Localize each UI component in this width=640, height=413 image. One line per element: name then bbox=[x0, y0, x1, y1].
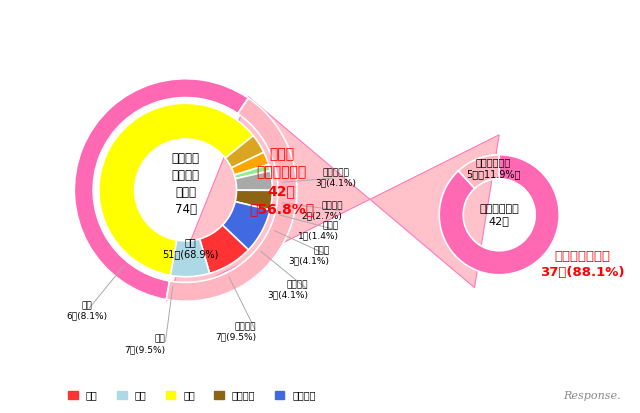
Wedge shape bbox=[170, 239, 209, 277]
Wedge shape bbox=[225, 135, 264, 168]
Legend: 火災, 流出, 破損, コンタミ, 気密異常: 火災, 流出, 破損, コンタミ, 気密異常 bbox=[65, 386, 319, 404]
Text: コンタミ
3件(4.1%): コンタミ 3件(4.1%) bbox=[268, 280, 308, 300]
Wedge shape bbox=[236, 171, 273, 190]
Wedge shape bbox=[74, 79, 248, 299]
Text: 火災
7件(9.5%): 火災 7件(9.5%) bbox=[124, 335, 165, 354]
Text: 気密異常
7件(9.5%): 気密異常 7件(9.5%) bbox=[215, 322, 256, 342]
Text: 流出
6件(8.1%): 流出 6件(8.1%) bbox=[67, 301, 108, 320]
Text: 運転操作ミス
42件: 運転操作ミス 42件 bbox=[479, 204, 519, 225]
Text: セルフサービス
37件(88.1%): セルフサービス 37件(88.1%) bbox=[540, 250, 625, 279]
Text: 給油中発進
3件(4.1%): 給油中発進 3件(4.1%) bbox=[316, 168, 356, 188]
Wedge shape bbox=[200, 225, 248, 273]
Wedge shape bbox=[235, 190, 273, 210]
Wedge shape bbox=[234, 164, 270, 179]
Text: その他
3件(4.1%): その他 3件(4.1%) bbox=[289, 246, 330, 266]
Wedge shape bbox=[458, 155, 499, 188]
Text: 破損
51件(68.9%): 破損 51件(68.9%) bbox=[162, 237, 218, 259]
Text: Response.: Response. bbox=[563, 391, 621, 401]
Text: ガソリン
スタンド
の事故
74件: ガソリン スタンド の事故 74件 bbox=[172, 152, 200, 216]
Wedge shape bbox=[232, 152, 269, 175]
Wedge shape bbox=[223, 202, 270, 250]
Text: 車両の
運転操作ミス
42件
（56.8%）: 車両の 運転操作ミス 42件 （56.8%） bbox=[249, 147, 314, 216]
Polygon shape bbox=[166, 97, 499, 301]
Text: 交通事故
2件(2.7%): 交通事故 2件(2.7%) bbox=[302, 201, 342, 221]
Text: 風水害
1件(1.4%): 風水害 1件(1.4%) bbox=[298, 221, 339, 240]
Wedge shape bbox=[166, 98, 297, 301]
Wedge shape bbox=[439, 155, 559, 275]
Wedge shape bbox=[99, 103, 253, 275]
Text: フルサービス
5件（11.9%）: フルサービス 5件（11.9%） bbox=[466, 157, 520, 179]
